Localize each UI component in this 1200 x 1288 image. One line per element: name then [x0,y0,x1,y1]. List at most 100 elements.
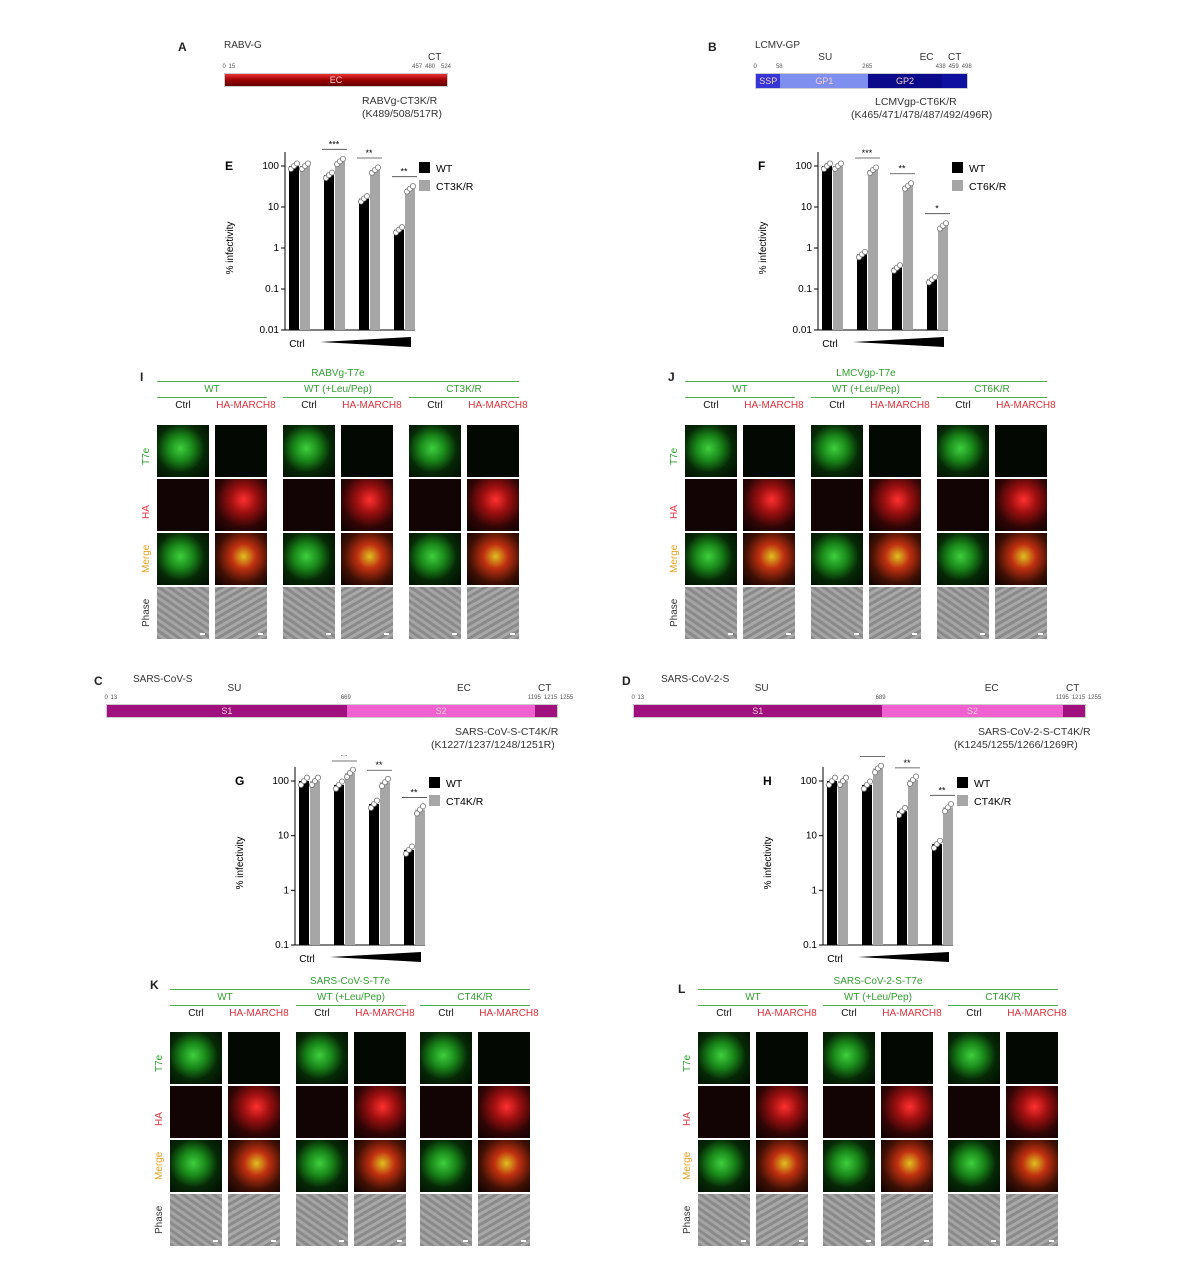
row-label: Phase [669,598,680,627]
panel-letter: H [763,774,772,788]
y-tick-label: 1 [806,243,812,254]
mutant-mutations: (K489/508/517R) [362,108,442,120]
micrograph-ha [811,479,863,531]
y-tick-label: 1 [273,243,279,254]
residue-position: 669 [340,695,351,701]
legend-label: CT3K/R [436,181,474,193]
micrograph-merge [215,533,267,585]
group-underline [698,1005,808,1006]
micrograph-merge [1006,1140,1058,1192]
y-tick-label: 100 [272,776,289,787]
micrograph-t7e [467,425,519,477]
bar-wt [404,849,414,945]
micrograph-phase [698,1194,750,1246]
micrograph-ha [157,479,209,531]
micrograph-phase [995,587,1047,639]
scale-bar [200,633,205,635]
mutant-mutations: (K465/471/478/487/492/496R) [851,109,993,121]
scale-bar [799,1240,804,1242]
bar-wt [334,784,344,945]
micrograph-t7e [409,425,461,477]
micrograph-phase [341,587,393,639]
residue-position: 1215 [1071,695,1086,701]
column-label: Ctrl [955,400,971,411]
data-point [862,248,869,255]
micrograph-t7e [170,1032,222,1084]
micrograph-ha [685,479,737,531]
bar-wt [927,279,937,330]
bar-wt [862,784,872,945]
column-label: HA-MARCH8 [342,400,402,411]
bar-chart-h: H 0.1 1 10 100 % infectivity ** ** ** Ctrl WT CT4K/… [763,755,1012,965]
micrograph-ha [409,479,461,531]
domain-segment: S1 [107,705,347,717]
segment-label: GP2 [895,76,914,86]
residue-position: 457 [412,64,423,70]
row-label: HA [154,1112,165,1126]
bar-ct4kr [943,807,953,945]
micrograph-phase [409,587,461,639]
group-underline [685,397,795,398]
data-point [367,804,374,811]
column-label: HA-MARCH8 [479,1008,539,1019]
scale-bar [1049,1240,1054,1242]
residue-position: 689 [875,695,886,701]
micrograph-t7e [215,425,267,477]
y-tick-label: 100 [262,161,279,172]
bar-ct3kr [405,188,415,330]
construct-title: SARS-CoV-2-S-T7e [833,976,923,987]
data-point [930,844,937,851]
micrograph-phase [756,1194,808,1246]
group-label: WT (+Leu/Pep) [317,992,385,1003]
micrograph-merge [948,1140,1000,1192]
column-label: Ctrl [175,400,191,411]
significance-marker: ** [400,167,408,177]
protein-name: SARS-CoV-S [133,674,193,685]
bar-chart-g: G 0.1 1 10 100 % infectivity ** ** ** Ctrl WT CT4K/… [235,755,484,965]
micrograph-phase [354,1194,406,1246]
bar-wt [394,229,404,330]
bar-wt [289,166,299,330]
column-label: HA-MARCH8 [996,400,1056,411]
title-underline [157,381,519,382]
bar-ct4kr [345,773,355,945]
scale-bar [786,633,791,635]
column-label: Ctrl [829,400,845,411]
residue-position: 480 [425,64,436,70]
row-label: Phase [682,1205,693,1234]
row-label: Merge [141,544,152,573]
residue-position: 1195 [527,695,541,701]
significance-marker: *** [862,148,873,158]
group-label: CT4K/R [985,992,1021,1003]
data-point [350,766,357,773]
y-tick-label: 1 [283,885,289,896]
micrograph-t7e [869,425,921,477]
micrograph-phase [811,587,863,639]
y-tick-label: 100 [800,776,817,787]
micrograph-t7e [823,1032,875,1084]
ct-label: CT [538,683,552,694]
legend-label: CT4K/R [974,796,1012,808]
scale-bar [741,1240,746,1242]
group-underline [283,397,393,398]
data-point [374,164,381,171]
data-point [363,193,370,200]
bar-ct6kr [868,169,878,330]
construct-title: SARS-CoV-S-T7e [309,976,391,987]
significance-marker: ** [903,758,911,768]
micrograph-merge [937,533,989,585]
panel-letter: K [150,978,159,992]
micrograph-ha [869,479,921,531]
group-underline [409,397,519,398]
group-label: WT [204,384,220,395]
y-tick-label: 10 [806,831,818,842]
legend-label: WT [974,778,991,790]
group-underline [420,1005,530,1006]
panel-letter: J [668,370,675,384]
scale-bar [510,633,515,635]
data-point [333,785,340,792]
ct-label: CT [948,52,962,63]
micrograph-t7e [420,1032,472,1084]
data-point [329,169,336,176]
